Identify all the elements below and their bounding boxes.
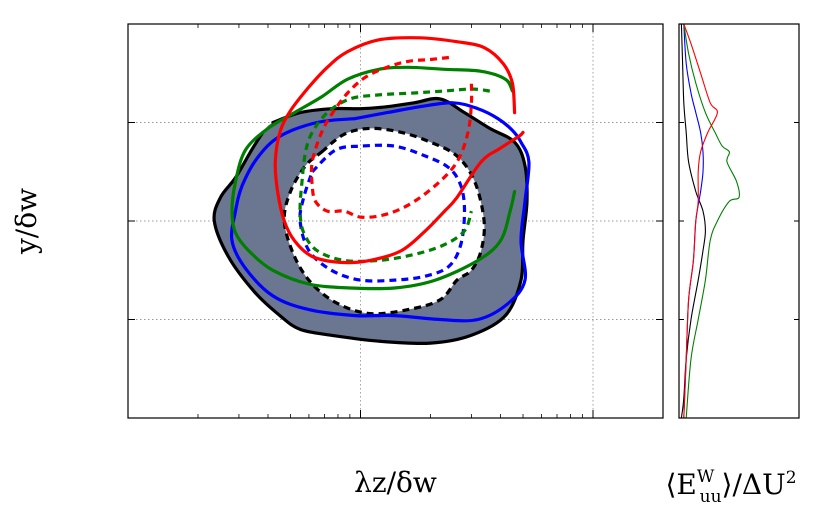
x-axis-label: λz/δw	[354, 466, 437, 499]
side-plot-frame	[678, 23, 800, 419]
series-blue-40	[298, 143, 467, 283]
series-green-40	[298, 87, 490, 263]
side-x-axis-label: ⟨EW uu⟩/ΔU2	[665, 467, 796, 507]
series-green-20	[230, 65, 517, 291]
main-ticks	[127, 23, 664, 419]
side-x-label-part: uu	[700, 487, 722, 507]
side-ticks	[678, 23, 800, 419]
profile-panel: ⟨EW uu⟩/ΔU2	[665, 23, 800, 507]
side-x-label-part: W	[697, 467, 715, 487]
series-black-40-hole	[282, 126, 486, 316]
series-blue-20	[229, 101, 531, 323]
contour-panel: λz/δw y/δw	[10, 23, 664, 499]
series-red-40	[309, 55, 474, 219]
side-x-label-part: ⟩/ΔU	[722, 468, 786, 501]
main-curves	[212, 36, 531, 346]
profile-green	[683, 23, 740, 419]
side-curves	[680, 23, 740, 419]
series-red-20	[273, 36, 525, 265]
main-grid	[127, 23, 663, 419]
side-x-label-part: ⟨E	[665, 468, 696, 501]
profile-black	[680, 23, 706, 419]
series-gray-20-fill	[214, 98, 528, 344]
y-axis-label: y/δw	[10, 188, 43, 255]
side-x-label-part: 2	[786, 468, 797, 488]
profile-red	[683, 23, 718, 419]
